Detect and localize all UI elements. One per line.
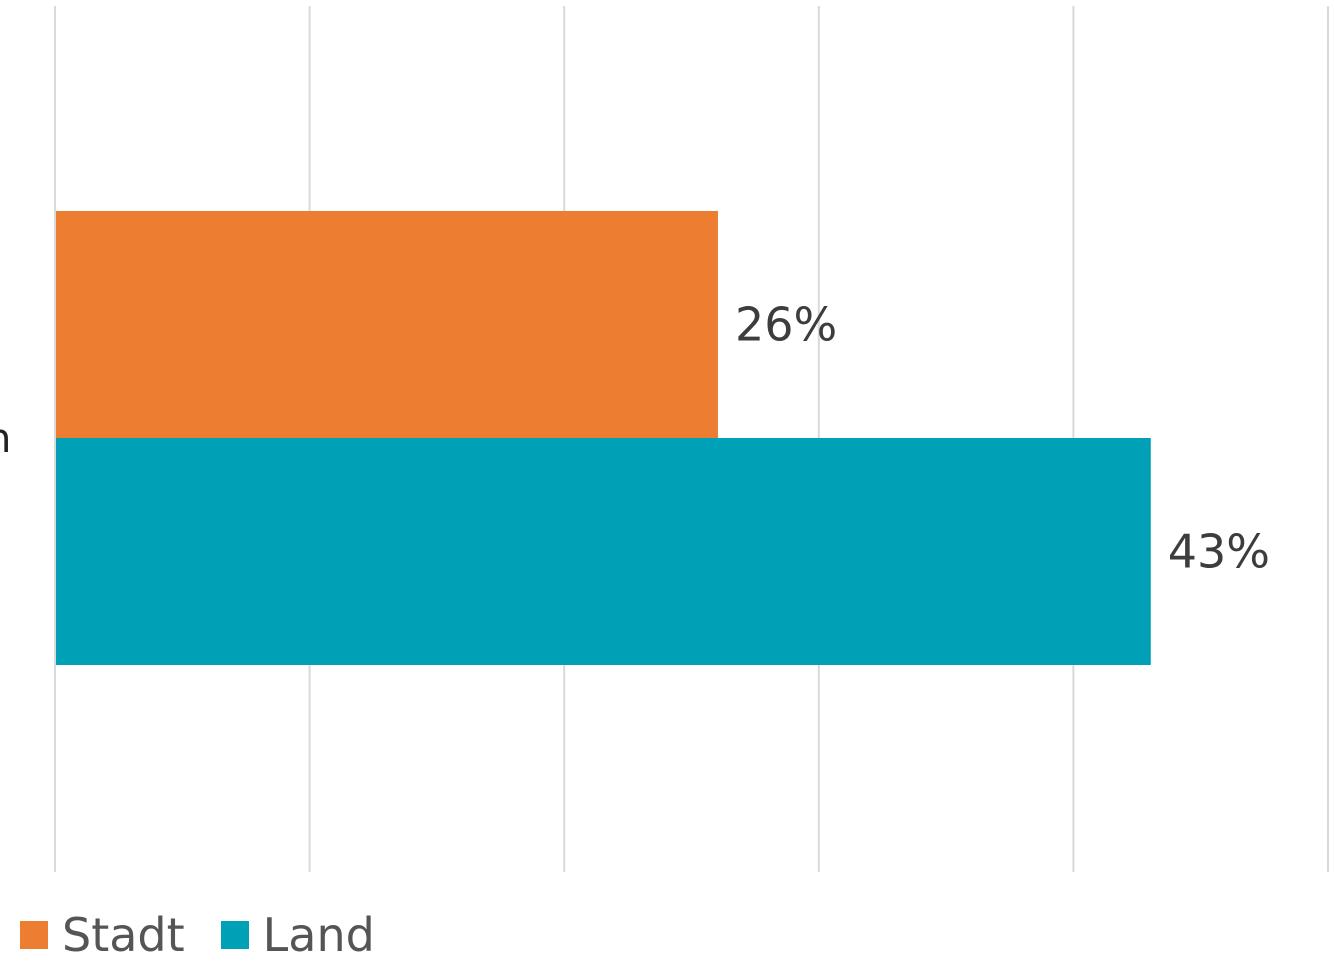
bar-stadt — [56, 211, 718, 438]
data-labels: 26% 43% — [735, 298, 1270, 579]
legend-swatch-stadt — [20, 921, 48, 949]
data-label-stadt: 26% — [735, 298, 837, 352]
bar-land — [56, 438, 1151, 665]
legend-label-stadt: Stadt — [62, 908, 185, 962]
legend: Stadt Land — [20, 908, 411, 962]
legend-label-land: Land — [262, 908, 375, 962]
bars — [56, 211, 1151, 665]
data-label-land: 43% — [1168, 525, 1270, 579]
legend-item-land: Land — [220, 908, 375, 962]
legend-swatch-land — [220, 921, 249, 949]
category-label: n — [0, 416, 11, 462]
legend-item-stadt: Stadt — [20, 908, 185, 962]
